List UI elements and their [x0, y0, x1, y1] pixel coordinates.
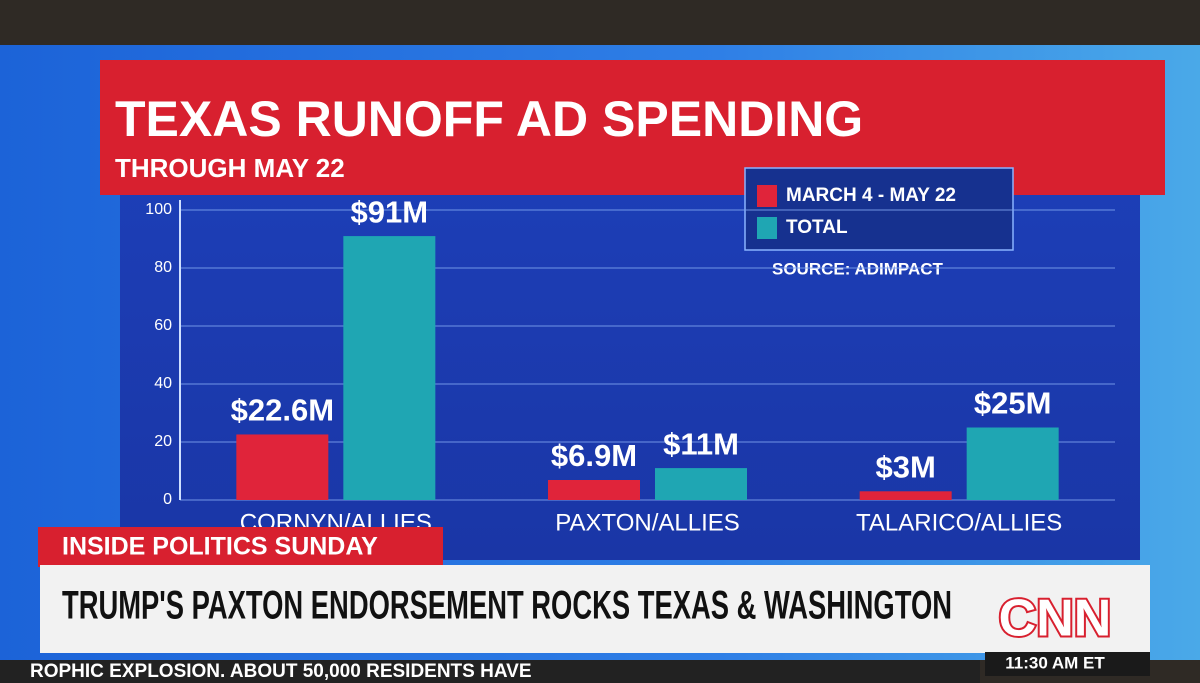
ticker-bar [0, 660, 980, 683]
bar [548, 479, 640, 500]
chart-title: TEXAS RUNOFF AD SPENDING [115, 91, 863, 147]
plot: 020406080100CORNYN/ALLIES$22.6M$91MPAXTO… [145, 185, 1115, 536]
value-label: $3M [876, 449, 936, 484]
x-tick-label: TALARICO/ALLIES [856, 509, 1062, 536]
value-label: $6.9M [551, 438, 637, 473]
time: 11:30 AM ET [1005, 653, 1105, 672]
show-tab [38, 527, 443, 567]
y-tick-label: 100 [145, 201, 172, 218]
legend-label: TOTAL [786, 217, 848, 238]
network-logo: CNN [999, 590, 1112, 648]
bar [236, 434, 329, 500]
legend-swatch [757, 217, 777, 239]
y-tick-label: 20 [154, 433, 172, 450]
chart-subtitle: THROUGH MAY 22 [115, 153, 345, 183]
bar [859, 491, 952, 500]
bar [343, 236, 436, 500]
y-tick-label: 40 [154, 375, 172, 392]
bar [655, 468, 747, 500]
show-name: INSIDE POLITICS SUNDAY [62, 533, 378, 561]
time-box [985, 652, 1150, 676]
y-tick-label: 60 [154, 317, 172, 334]
legend-box [744, 167, 1014, 251]
headline-bar [40, 565, 1150, 653]
legend-label: MARCH 4 - MAY 22 [786, 185, 956, 206]
value-label: $25M [974, 386, 1052, 421]
ticker: ROPHIC EXPLOSION. ABOUT 50,000 RESIDENTS… [30, 661, 532, 682]
source: SOURCE: ADIMPACT [772, 259, 944, 278]
bar [966, 427, 1059, 500]
value-label: $22.6M [231, 393, 334, 428]
y-tick-label: 0 [163, 491, 172, 508]
headline: TRUMP'S PAXTON ENDORSEMENT ROCKS TEXAS &… [62, 584, 952, 628]
value-label: $91M [351, 194, 429, 229]
x-tick-label: PAXTON/ALLIES [555, 509, 740, 536]
legend-swatch [757, 185, 777, 207]
y-tick-label: 80 [154, 259, 172, 276]
value-label: $11M [663, 426, 739, 461]
